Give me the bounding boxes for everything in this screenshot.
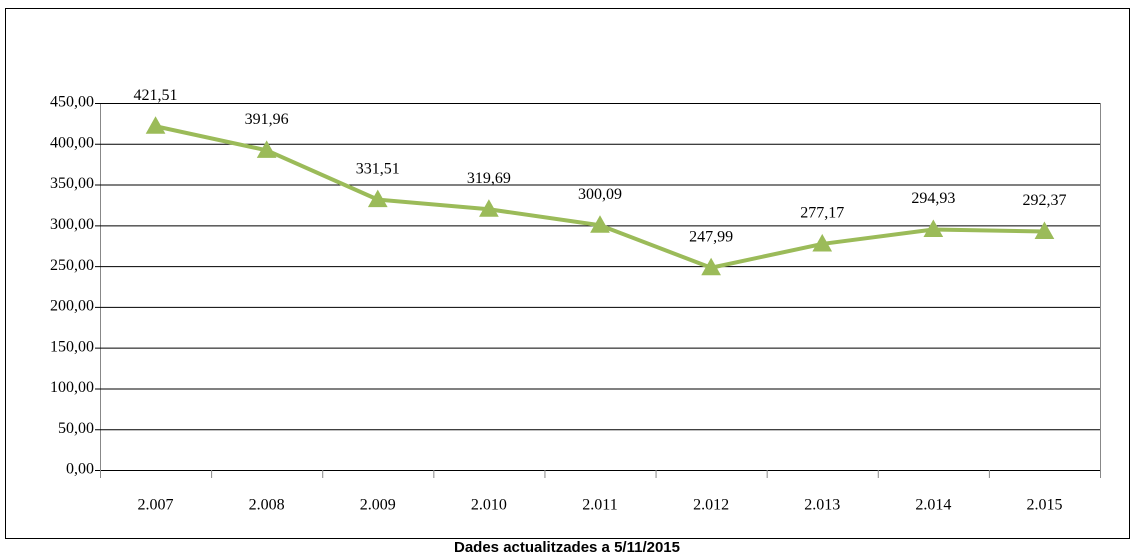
x-tick-label: 2.007	[138, 497, 174, 514]
y-tick-label: 300,00	[50, 216, 94, 233]
x-tick-label: 2.015	[1026, 497, 1062, 514]
chart-frame	[5, 8, 1130, 539]
x-tick-label: 2.010	[471, 497, 507, 514]
marker	[256, 140, 277, 158]
x-tick-label: 2.008	[249, 497, 285, 514]
y-tick-label: 50,00	[58, 420, 94, 437]
value-label: 277,17	[800, 205, 844, 222]
value-label: 294,93	[911, 190, 955, 207]
y-tick-label: 450,00	[50, 94, 94, 111]
marker	[812, 233, 833, 252]
y-tick-label: 150,00	[50, 338, 94, 355]
marker	[923, 219, 944, 237]
marker	[701, 257, 721, 276]
marker	[479, 199, 499, 217]
x-tick-label: 2.012	[693, 497, 729, 514]
x-tick-label: 2.011	[582, 497, 617, 514]
y-tick-label: 0,00	[66, 461, 94, 478]
marker	[1034, 221, 1055, 240]
marker	[145, 116, 166, 134]
x-tick-label: 2.009	[360, 497, 396, 514]
value-label: 319,69	[467, 170, 511, 187]
marker	[367, 189, 388, 208]
value-label: 421,51	[134, 87, 178, 104]
marker	[590, 215, 610, 233]
y-tick-label: 400,00	[50, 134, 94, 151]
x-tick-label: 2.013	[804, 497, 840, 514]
x-tick-label: 2.014	[915, 497, 951, 514]
value-label: 300,09	[578, 186, 622, 203]
y-tick-label: 200,00	[50, 298, 94, 315]
y-tick-label: 100,00	[50, 379, 94, 396]
caption: Dades actualitzades a 5/11/2015	[454, 539, 680, 556]
value-label: 391,96	[245, 111, 289, 128]
value-label: 331,51	[356, 160, 400, 177]
value-label: 292,37	[1022, 192, 1066, 209]
y-tick-label: 350,00	[50, 175, 94, 192]
value-label: 247,99	[689, 228, 733, 245]
y-tick-label: 250,00	[50, 257, 94, 274]
